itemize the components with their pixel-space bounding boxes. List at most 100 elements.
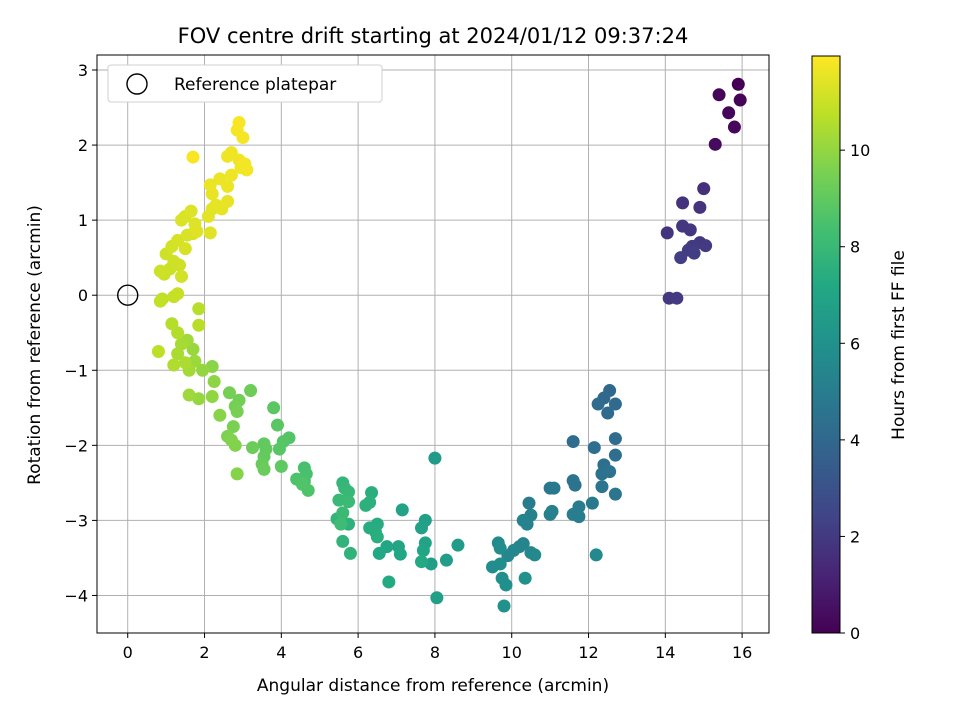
data-point <box>670 291 684 305</box>
data-point <box>382 575 396 589</box>
data-point <box>213 408 227 422</box>
data-point <box>699 239 713 253</box>
data-point <box>395 503 409 517</box>
data-point <box>520 517 534 531</box>
data-point <box>676 196 690 210</box>
data-point <box>190 224 204 238</box>
data-point <box>547 481 561 495</box>
data-point <box>416 543 430 557</box>
reference-platepar-marker <box>117 284 139 306</box>
data-point <box>173 258 187 272</box>
data-point <box>608 487 622 501</box>
data-point <box>518 571 532 585</box>
y-tick-label: 1 <box>78 211 88 230</box>
colorbar-tick-label: 4 <box>850 431 860 450</box>
data-point <box>192 318 206 332</box>
data-point <box>205 390 219 404</box>
data-point <box>733 93 747 107</box>
colorbar-tick-label: 2 <box>850 527 860 546</box>
data-point <box>497 599 511 613</box>
data-point <box>272 442 286 456</box>
data-point <box>295 477 309 491</box>
data-point <box>589 548 603 562</box>
data-point <box>572 510 586 524</box>
data-point <box>165 317 179 331</box>
data-point <box>192 302 206 316</box>
data-point <box>171 287 185 301</box>
data-point <box>153 264 167 278</box>
y-tick-label: −2 <box>64 436 88 455</box>
data-point <box>708 137 722 151</box>
data-point <box>595 480 609 494</box>
y-tick-label: 2 <box>78 136 88 155</box>
data-point <box>240 163 254 177</box>
data-point <box>178 356 192 370</box>
data-point <box>430 591 444 605</box>
data-point <box>608 432 622 446</box>
colorbar-tick-label: 10 <box>850 141 870 160</box>
data-point <box>727 120 741 134</box>
x-tick-label: 8 <box>430 643 440 662</box>
data-point <box>232 116 246 130</box>
data-point <box>543 507 557 521</box>
x-tick-label: 0 <box>123 643 133 662</box>
data-point <box>451 538 465 552</box>
data-point <box>226 420 240 434</box>
data-point <box>342 485 356 499</box>
data-point <box>674 251 688 265</box>
data-point <box>257 462 271 476</box>
x-tick-label: 10 <box>502 643 522 662</box>
data-point <box>224 168 238 182</box>
x-tick-label: 2 <box>199 643 209 662</box>
data-point <box>228 438 242 452</box>
legend-marker-reference <box>126 73 148 95</box>
data-point <box>334 517 348 531</box>
data-point <box>603 465 617 479</box>
data-point <box>221 194 235 208</box>
data-point <box>222 386 236 400</box>
data-point <box>270 418 284 432</box>
data-point <box>601 406 615 420</box>
data-point <box>267 401 281 415</box>
colorbar-tick-label: 6 <box>850 334 860 353</box>
data-point <box>568 478 582 492</box>
data-point <box>722 106 736 120</box>
data-point <box>693 200 707 214</box>
data-point <box>167 358 181 372</box>
colorbar-gradient <box>811 55 841 634</box>
data-point <box>697 182 711 196</box>
x-tick-label: 4 <box>276 643 286 662</box>
colorbar: 0 2 4 6 8 10 Hours from first FF file <box>811 55 909 643</box>
data-point <box>274 459 288 473</box>
x-axis-label: Angular distance from reference (arcmin) <box>257 676 609 696</box>
data-point <box>196 363 210 377</box>
x-tick-label: 6 <box>353 643 363 662</box>
data-point <box>171 347 185 361</box>
data-point <box>414 521 428 535</box>
grid-lines <box>97 55 769 633</box>
colorbar-label: Hours from first FF file <box>889 250 909 440</box>
data-point <box>359 498 373 512</box>
data-point <box>186 150 200 164</box>
data-point <box>182 388 196 402</box>
data-point <box>365 486 379 500</box>
data-point <box>731 77 745 91</box>
data-point <box>244 384 258 398</box>
legend-box <box>107 64 383 103</box>
colorbar-tick-label: 0 <box>850 624 860 643</box>
data-point <box>203 226 217 240</box>
data-point <box>585 496 599 510</box>
data-point <box>683 223 697 237</box>
colorbar-ticks: 0 2 4 6 8 10 <box>840 141 870 643</box>
data-point <box>493 557 507 571</box>
data-point <box>336 534 350 548</box>
data-points <box>117 77 747 613</box>
data-point <box>246 441 260 455</box>
data-point <box>174 337 188 351</box>
y-axis-ticks: −4 −3 −2 −1 0 1 2 3 <box>64 61 97 605</box>
colorbar-tick-label: 8 <box>850 238 860 257</box>
y-tick-label: −1 <box>64 361 88 380</box>
y-axis-label: Rotation from reference (arcmin) <box>25 205 45 485</box>
data-point <box>566 435 580 449</box>
data-point <box>370 530 384 544</box>
